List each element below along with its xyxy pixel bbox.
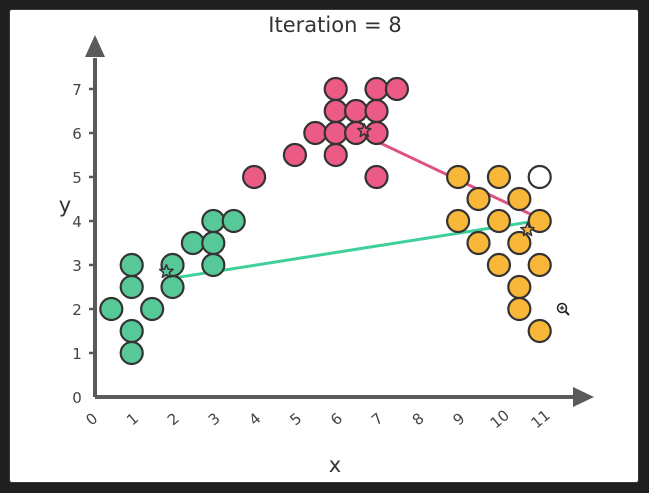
data-point-s2-2 xyxy=(466,186,491,212)
data-point-s1-13 xyxy=(384,76,410,102)
y-tick-label-4: 4 xyxy=(72,213,82,231)
x-tick-label-2: 2 xyxy=(164,409,183,429)
y-tick-label-6: 6 xyxy=(72,125,82,143)
data-point-s1-4 xyxy=(323,98,348,124)
data-point-s2-1 xyxy=(446,208,471,234)
x-tick-label-0: 0 xyxy=(82,409,101,429)
data-point-s1-11 xyxy=(364,120,389,146)
x-axis-arrow-icon xyxy=(573,387,594,407)
data-point-s2-11 xyxy=(527,208,552,234)
y-tick-label-1: 1 xyxy=(72,345,82,363)
data-point-s1-0 xyxy=(242,164,267,190)
data-point-s1-3 xyxy=(323,76,348,102)
y-tick-label-3: 3 xyxy=(72,257,82,275)
data-point-s1-6 xyxy=(323,142,348,168)
data-point-s2-5 xyxy=(486,208,512,234)
axes-layer xyxy=(85,35,594,407)
data-point-s0-8 xyxy=(180,230,206,256)
data-point-s0-4 xyxy=(119,340,144,366)
x-tick-label-8: 8 xyxy=(409,409,428,429)
data-point-s0-7 xyxy=(160,274,185,300)
centroid-marker-0 xyxy=(158,263,174,279)
x-tick-label-5: 5 xyxy=(286,409,305,429)
chart-title: Iteration = 8 xyxy=(268,13,401,37)
points-layer xyxy=(99,76,552,366)
data-point-s2-4 xyxy=(486,164,512,190)
x-tick-label-1: 1 xyxy=(123,409,142,429)
data-point-s1-10 xyxy=(364,98,389,124)
data-point-s0-9 xyxy=(201,208,226,234)
zoom-cursor-icon xyxy=(556,302,570,316)
chart-frame: Iteration = 8 x y 0 1 2 3 4 5 6 7 0 1 2 3 4 5 6 7 8 9 10 11 xyxy=(10,10,638,482)
data-point-s1-5 xyxy=(323,120,348,146)
data-point-s3-0 xyxy=(527,164,552,190)
centroid-markers-layer xyxy=(158,123,535,279)
data-point-s2-12 xyxy=(527,252,552,278)
data-point-s0-1 xyxy=(119,252,144,278)
x-tick-label-11: 11 xyxy=(527,406,553,432)
data-point-s1-9 xyxy=(364,76,389,102)
y-tick-label-7: 7 xyxy=(72,81,82,99)
scatter-chart: Iteration = 8 x y 0 1 2 3 4 5 6 7 0 1 2 3 4 5 6 7 8 9 10 11 xyxy=(59,13,594,477)
data-point-s0-5 xyxy=(140,296,165,322)
data-point-s2-6 xyxy=(486,252,512,278)
x-tick-label-4: 4 xyxy=(246,409,265,429)
centroid-line-0 xyxy=(171,219,538,280)
centroid-marker-1 xyxy=(356,123,372,138)
y-tick-label-5: 5 xyxy=(72,169,82,187)
data-point-s0-0 xyxy=(99,296,124,322)
y-axis-arrow-icon xyxy=(85,35,105,57)
data-point-s1-7 xyxy=(344,98,369,124)
x-tick-label-3: 3 xyxy=(205,409,224,429)
y-tick-label-2: 2 xyxy=(72,301,82,319)
data-point-s2-0 xyxy=(446,164,471,190)
x-tick-label-9: 9 xyxy=(450,409,469,429)
centroid-marker-2 xyxy=(520,222,535,237)
data-point-s1-1 xyxy=(282,142,308,168)
data-point-s1-2 xyxy=(303,120,328,146)
data-point-s0-2 xyxy=(119,274,144,300)
x-tick-label-6: 6 xyxy=(327,409,346,429)
x-tick-label-7: 7 xyxy=(368,409,387,429)
data-point-s2-7 xyxy=(507,186,532,212)
x-tick-label-10: 10 xyxy=(487,406,513,432)
y-axis-label: y xyxy=(59,193,71,217)
data-point-s0-3 xyxy=(119,318,144,344)
data-point-s0-12 xyxy=(221,208,246,234)
data-point-s2-3 xyxy=(466,230,491,256)
data-point-s2-9 xyxy=(507,274,532,300)
data-point-s0-11 xyxy=(201,252,226,278)
data-point-s2-13 xyxy=(527,318,552,344)
x-axis-label: x xyxy=(329,453,341,477)
data-point-s0-10 xyxy=(201,230,226,256)
y-tick-label-0: 0 xyxy=(72,389,82,407)
data-point-s2-10 xyxy=(507,296,532,322)
data-point-s1-12 xyxy=(364,164,389,190)
data-point-s2-8 xyxy=(507,230,532,256)
